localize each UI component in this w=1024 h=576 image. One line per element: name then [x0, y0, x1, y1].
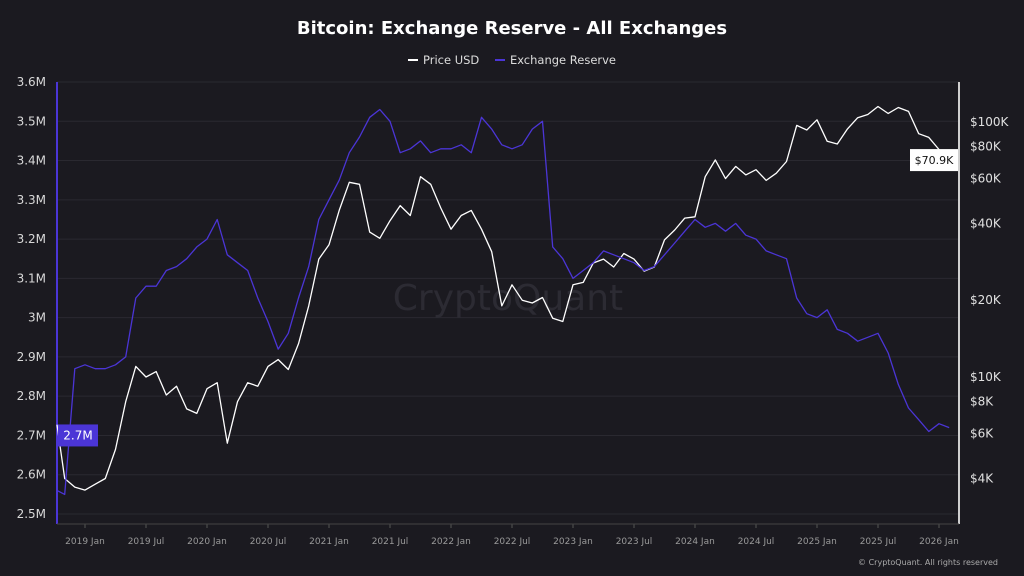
left-tick-label: 3.1M [17, 271, 46, 285]
left-tick-label: 2.6M [17, 468, 46, 482]
price-line [56, 105, 950, 491]
right-tick-label: $20K [970, 293, 1002, 307]
x-tick-label: 2021 Jan [309, 537, 349, 547]
right-tick-label: $10K [970, 370, 1002, 384]
x-tick-label: 2024 Jul [738, 537, 775, 547]
right-tick-label: $100K [970, 115, 1010, 129]
legend-swatch-reserve [494, 59, 505, 61]
current-reserve-badge [58, 424, 98, 447]
x-tick-label: 2020 Jan [187, 537, 227, 547]
left-tick-label: 3.6M [17, 75, 46, 89]
left-tick-label: 3.2M [17, 232, 46, 246]
right-tick-label: $6K [970, 427, 994, 441]
x-tick-label: 2022 Jul [494, 537, 531, 547]
left-tick-label: 3.5M [17, 114, 46, 128]
right-tick-label: $40K [970, 216, 1002, 230]
legend-item-price[interactable]: Price USD [407, 53, 480, 67]
left-tick-label: 2.5M [17, 507, 46, 521]
x-tick-label: 2021 Jul [372, 537, 409, 547]
legend: Price USD Exchange Reserve [0, 50, 1024, 67]
left-tick-label: 3M [28, 311, 46, 325]
x-tick-label: 2019 Jan [65, 537, 105, 547]
right-tick-label: $80K [970, 140, 1002, 154]
legend-label-price: Price USD [422, 53, 480, 67]
right-tick-label: $60K [970, 172, 1002, 186]
chart-title: Bitcoin: Exchange Reserve - All Exchange… [296, 18, 728, 39]
x-tick-label: 2025 Jul [860, 537, 897, 547]
legend-item-reserve[interactable]: Exchange Reserve [494, 53, 617, 67]
right-tick-label: $8K [970, 395, 994, 409]
left-tick-label: 2.9M [17, 350, 46, 364]
right-tick-label: $4K [970, 471, 994, 485]
left-tick-label: 3.3M [17, 193, 46, 207]
current-price-label: $70.9K [915, 154, 954, 167]
current-price-badge [910, 149, 958, 172]
x-tick-label: 2026 Jan [919, 537, 959, 547]
current-reserve-label: 2.7M [63, 428, 92, 442]
x-tick-label: 2020 Jul [250, 537, 287, 547]
x-tick-label: 2025 Jan [797, 537, 837, 547]
x-tick-label: 2023 Jan [553, 537, 593, 547]
watermark: CryptoQuant [393, 278, 623, 319]
copyright: © CryptoQuant. All rights reserved [858, 558, 998, 567]
left-tick-label: 2.8M [17, 389, 46, 403]
left-tick-label: 2.7M [17, 428, 46, 442]
legend-label-reserve: Exchange Reserve [509, 53, 617, 67]
left-tick-label: 3.4M [17, 154, 46, 168]
x-tick-label: 2024 Jan [675, 537, 715, 547]
x-tick-label: 2023 Jul [616, 537, 653, 547]
reserve-line [56, 108, 950, 496]
x-tick-label: 2022 Jan [431, 537, 471, 547]
legend-swatch-price [407, 59, 418, 61]
x-tick-label: 2019 Jul [128, 537, 165, 547]
